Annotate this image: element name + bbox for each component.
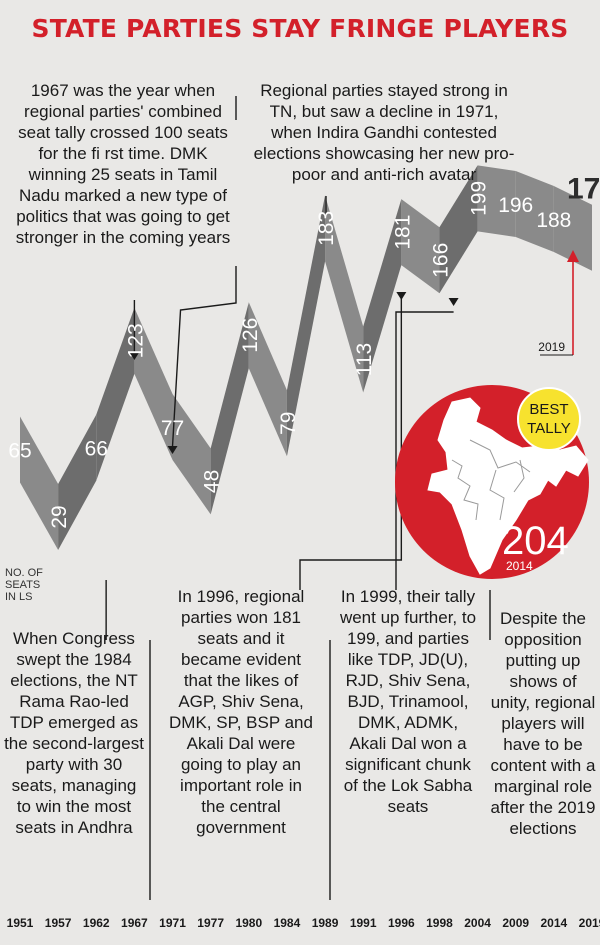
- year-tick-label: 1951: [6, 916, 34, 930]
- pointer-lines: [105, 96, 491, 900]
- ribbon-segment: [515, 170, 554, 252]
- annotation-1971: Regional parties stayed strong in TN, bu…: [253, 81, 515, 184]
- year-tick-label: 1980: [235, 916, 263, 930]
- arrow-head: [129, 352, 140, 360]
- seats-axis-label: NO. OF SEATS IN LS: [5, 567, 43, 603]
- value-label: 178: [567, 173, 600, 206]
- value-label: 181: [391, 215, 414, 250]
- best-tally-badge: [517, 387, 581, 451]
- ribbon-segment: [286, 195, 326, 457]
- chart-title: STATE PARTIES STAY FRINGE PLAYERS: [31, 14, 569, 43]
- ribbon-segment: [248, 302, 287, 457]
- value-label: 65: [8, 440, 31, 463]
- value-label: 66: [85, 438, 108, 461]
- value-label: 196: [498, 194, 533, 217]
- annotation-1996: In 1996, regional parties won 181 seats …: [169, 587, 313, 837]
- year-tick-label: 2014: [540, 916, 568, 930]
- ribbon-segment: [58, 414, 97, 550]
- arrow-year-label: 2019: [538, 340, 565, 354]
- ribbon-segment: [134, 307, 173, 461]
- value-label: 188: [536, 209, 571, 232]
- annotation-1967: 1967 was the year when regional parties'…: [15, 81, 231, 247]
- annotation-2019: Despite the opposition putting up shows …: [490, 609, 596, 838]
- year-tick-label: 1957: [44, 916, 72, 930]
- ribbon-segment: [20, 416, 59, 550]
- year-tick-label: 1967: [121, 916, 148, 930]
- map-state-lines: [451, 439, 531, 521]
- ribbon-segment: [210, 302, 249, 515]
- value-label: 123: [124, 323, 147, 358]
- year-tick-label: 2019: [578, 916, 600, 930]
- arrow-head: [167, 446, 178, 454]
- ribbon-segment: [401, 199, 440, 294]
- value-label: 77: [161, 417, 184, 440]
- pointer-line: [171, 266, 237, 447]
- value-label: 79: [277, 412, 300, 435]
- value-label: 183: [315, 211, 338, 246]
- value-label: 199: [468, 181, 491, 216]
- value-label: 29: [48, 505, 71, 528]
- year-tick-label: 2009: [502, 916, 530, 930]
- value-label: 166: [429, 243, 452, 278]
- year-tick-label: 1998: [426, 916, 453, 930]
- annotation-1999: In 1999, their tally went up further, to…: [339, 587, 477, 816]
- ribbon-layer: [20, 165, 592, 550]
- year-tick-label: 2004: [464, 916, 491, 930]
- ribbon-segment: [363, 199, 402, 393]
- red-arrow-head: [567, 250, 579, 262]
- ribbon-segment: [325, 195, 364, 393]
- ribbon-segment: [553, 185, 592, 271]
- year-tick-label: 1962: [82, 916, 110, 930]
- india-map-icon: [427, 397, 589, 575]
- year-tick-label: 1991: [349, 916, 377, 930]
- year-tick-label: 1989: [311, 916, 339, 930]
- ribbon-segment: [477, 165, 516, 237]
- arrow-head: [396, 292, 407, 300]
- annotation-1984: When Congress swept the 1984 elections, …: [4, 629, 144, 837]
- value-label: 48: [201, 470, 224, 493]
- year-tick-label: 1996: [387, 916, 415, 930]
- year-tick-label: 1971: [159, 916, 186, 930]
- pointer-line: [395, 311, 454, 590]
- ribbon-segment: [172, 394, 211, 515]
- year-tick-label: 1984: [273, 916, 301, 930]
- year-tick-label: 1977: [197, 916, 224, 930]
- ribbon-segment: [439, 165, 478, 294]
- pointer-line: [299, 292, 403, 590]
- value-label: 126: [239, 318, 262, 353]
- badge-text: BEST: [529, 401, 568, 418]
- arrow-head: [448, 298, 459, 306]
- best-tally-value: 204: [502, 519, 569, 563]
- ribbon-segment: [96, 307, 135, 481]
- value-label: 113: [353, 343, 376, 376]
- badge-text: TALLY: [527, 420, 571, 437]
- best-tally-year: 2014: [506, 559, 533, 573]
